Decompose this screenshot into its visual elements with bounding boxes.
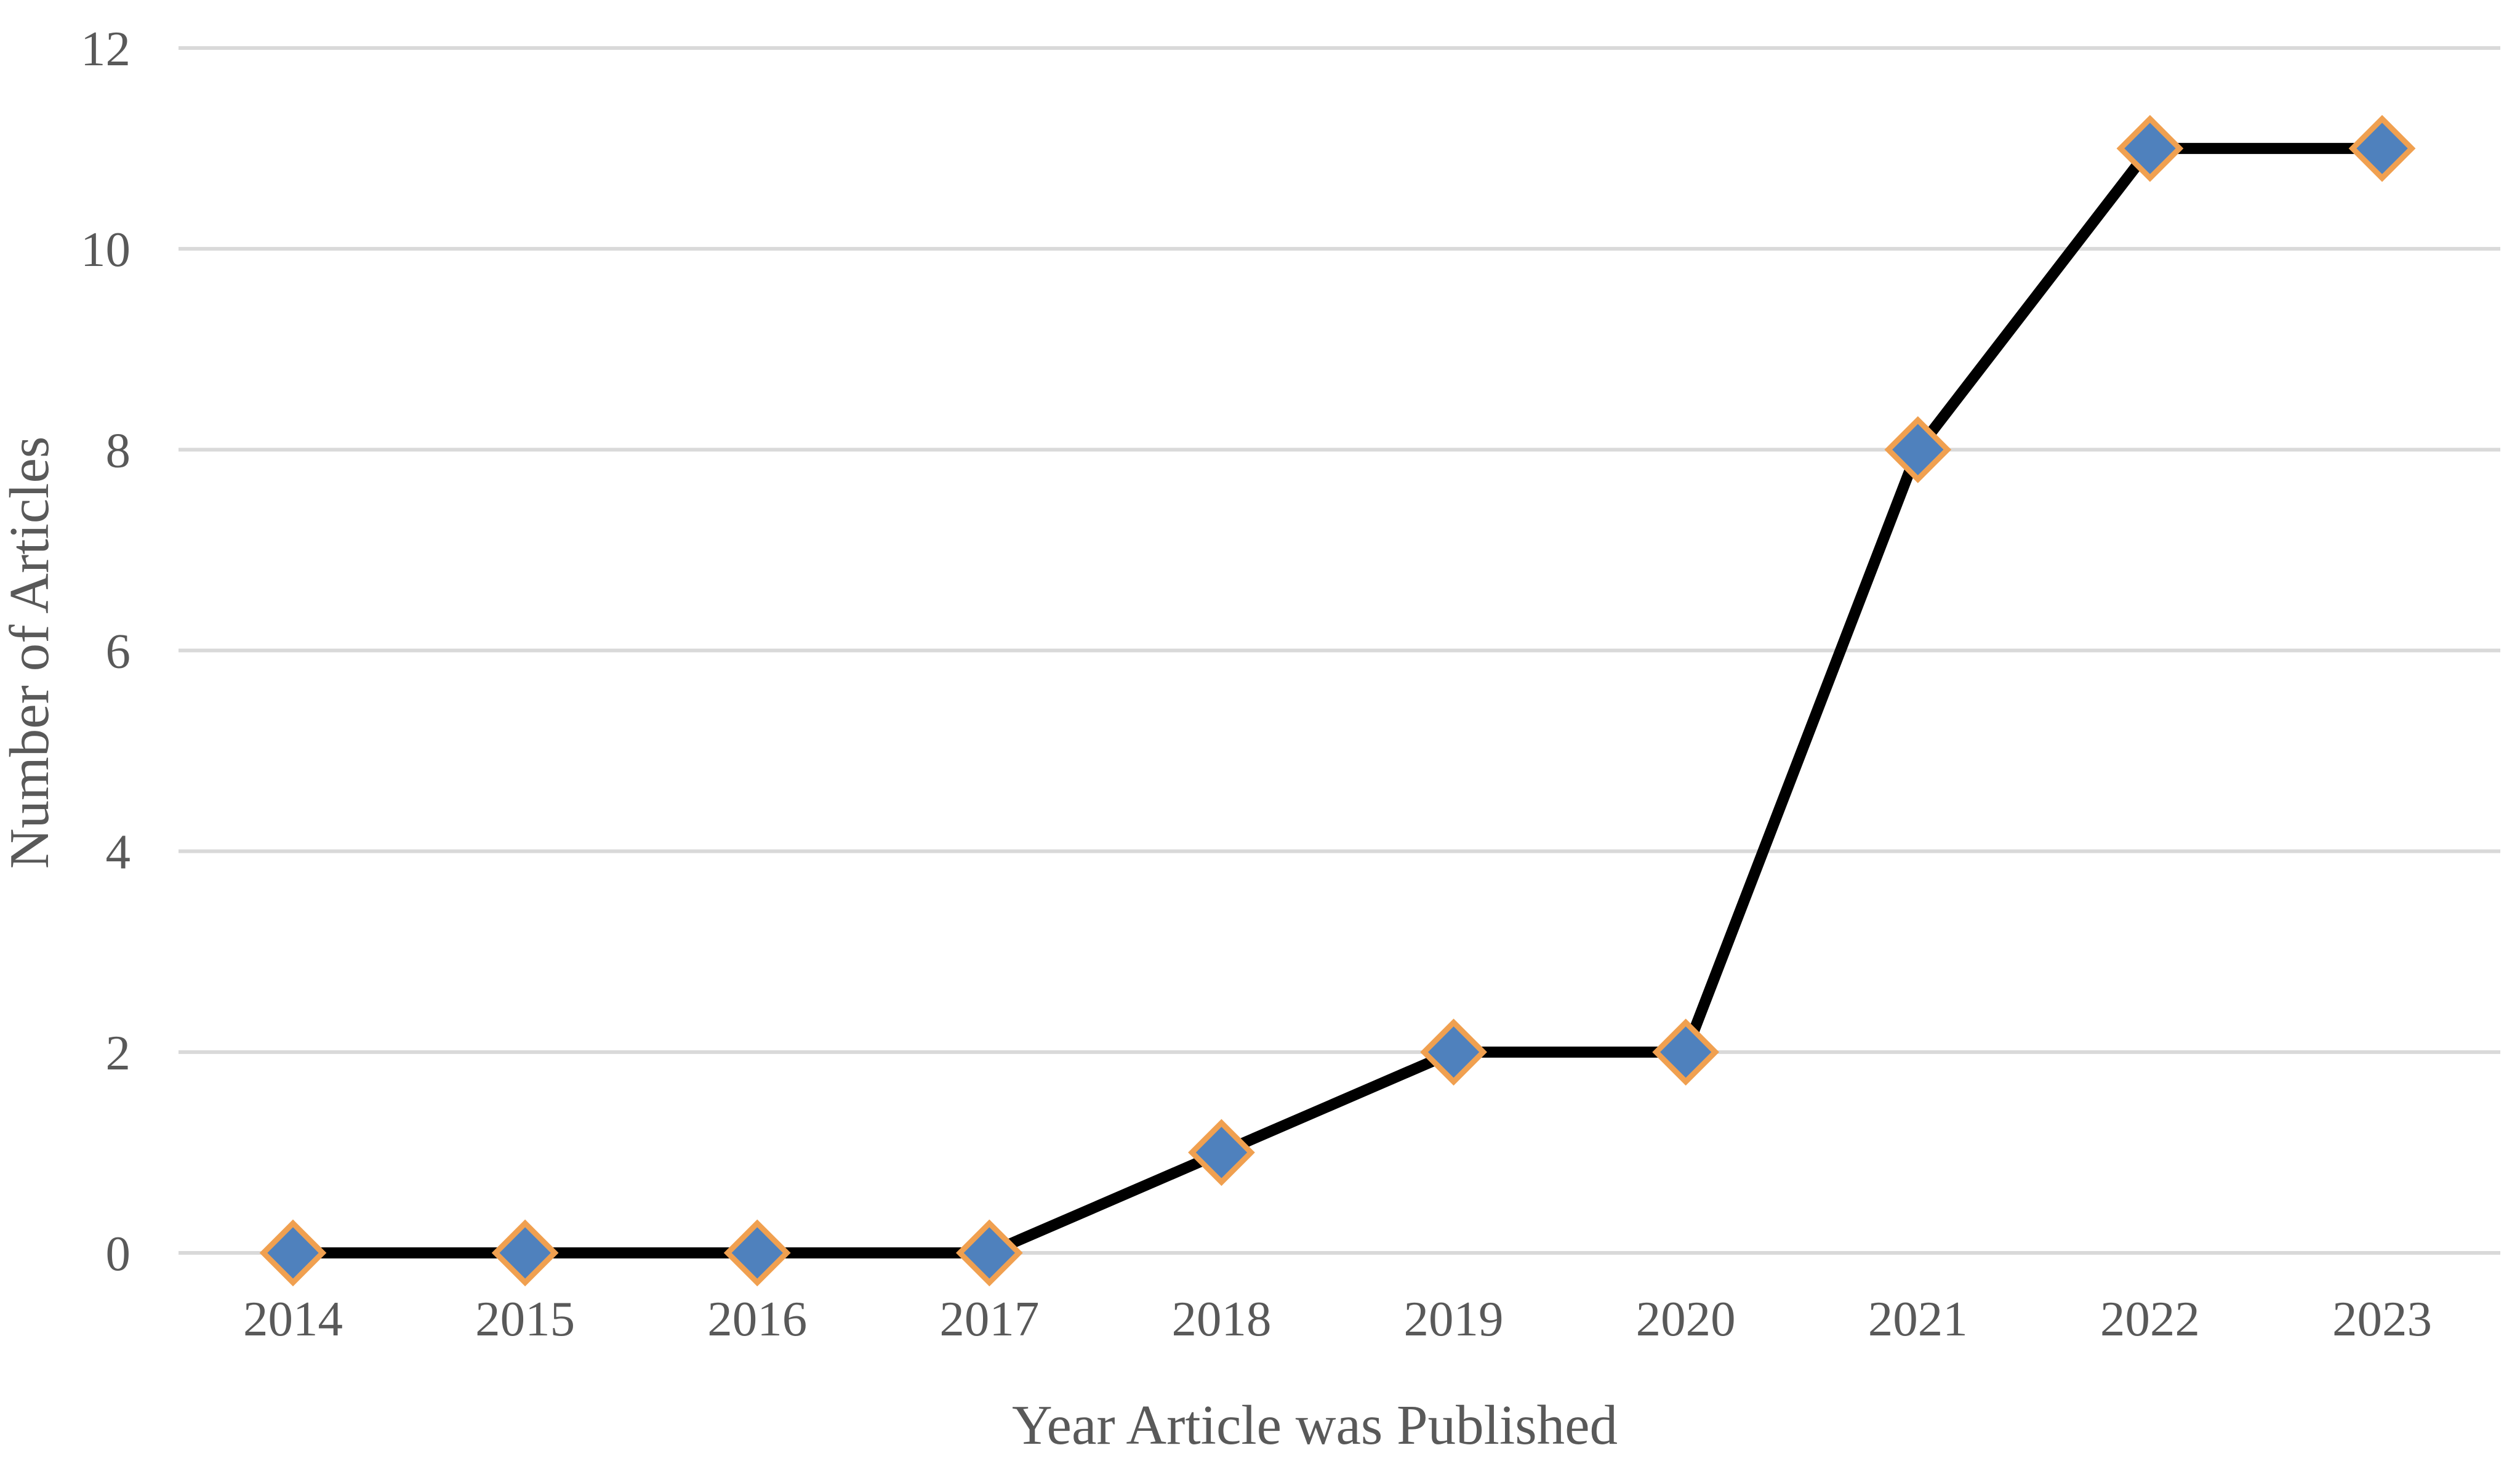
data-point-marker-2020	[1652, 1018, 1720, 1086]
x-axis-ticks: 2014 2015 2016 2017 2018 2019 2020 2021 2022 2023	[243, 1291, 2432, 1346]
data-point-marker-2022	[2116, 115, 2184, 182]
data-point-marker-2014	[259, 1219, 327, 1287]
data-point-marker-2019	[1420, 1018, 1487, 1086]
series-group	[287, 143, 2388, 1258]
x-tick-label: 2023	[2332, 1291, 2432, 1346]
gridlines	[179, 46, 2500, 1255]
y-tick-label: 12	[81, 21, 130, 76]
x-tick-label: 2017	[939, 1291, 1039, 1346]
x-tick-label: 2019	[1404, 1291, 1504, 1346]
y-axis-ticks: 0 2 4 6 8 10 12	[81, 21, 130, 1281]
x-tick-label: 2014	[243, 1291, 343, 1346]
markers-group	[259, 115, 2416, 1287]
data-point-marker-2016	[723, 1219, 791, 1287]
y-tick-label: 0	[106, 1226, 131, 1281]
data-point-marker-2023	[2348, 115, 2416, 182]
y-tick-label: 6	[106, 624, 131, 679]
data-point-marker-2015	[491, 1219, 559, 1287]
y-tick-label: 2	[106, 1025, 131, 1081]
x-tick-label: 2015	[475, 1291, 575, 1346]
x-tick-label: 2022	[2100, 1291, 2200, 1346]
x-tick-label: 2021	[1868, 1291, 1968, 1346]
x-tick-label: 2020	[1636, 1291, 1736, 1346]
y-tick-label: 10	[81, 222, 130, 277]
x-tick-label: 2016	[707, 1291, 807, 1346]
y-tick-label: 4	[106, 824, 131, 880]
series-line	[287, 143, 2388, 1258]
x-tick-label: 2018	[1171, 1291, 1271, 1346]
y-axis-title: Number of Articles	[0, 437, 60, 869]
y-tick-label: 8	[106, 422, 131, 478]
data-point-marker-2021	[1884, 416, 1952, 483]
data-point-marker-2017	[955, 1219, 1023, 1287]
x-axis-title: Year Article was Published	[1012, 1394, 1618, 1456]
data-point-marker-2018	[1188, 1119, 1255, 1186]
